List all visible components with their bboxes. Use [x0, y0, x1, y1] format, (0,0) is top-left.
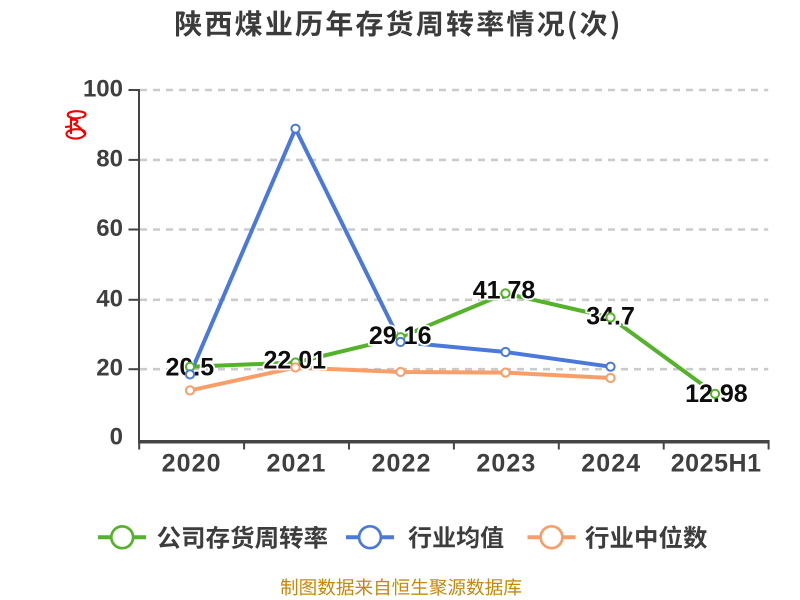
svg-text:2023: 2023	[476, 450, 536, 478]
svg-text:20: 20	[96, 355, 123, 382]
svg-text:2025H1: 2025H1	[671, 450, 762, 478]
svg-text:41.78: 41.78	[473, 277, 536, 305]
svg-text:2020: 2020	[162, 450, 222, 478]
svg-text:20.5: 20.5	[165, 353, 214, 381]
svg-text:100: 100	[83, 76, 123, 103]
svg-text:2021: 2021	[267, 450, 327, 478]
svg-text:40: 40	[96, 285, 123, 312]
svg-text:2022: 2022	[371, 450, 431, 478]
svg-text:0: 0	[110, 424, 123, 451]
svg-text:2024: 2024	[581, 450, 641, 478]
svg-text:60: 60	[96, 215, 123, 242]
svg-text:80: 80	[96, 145, 123, 172]
